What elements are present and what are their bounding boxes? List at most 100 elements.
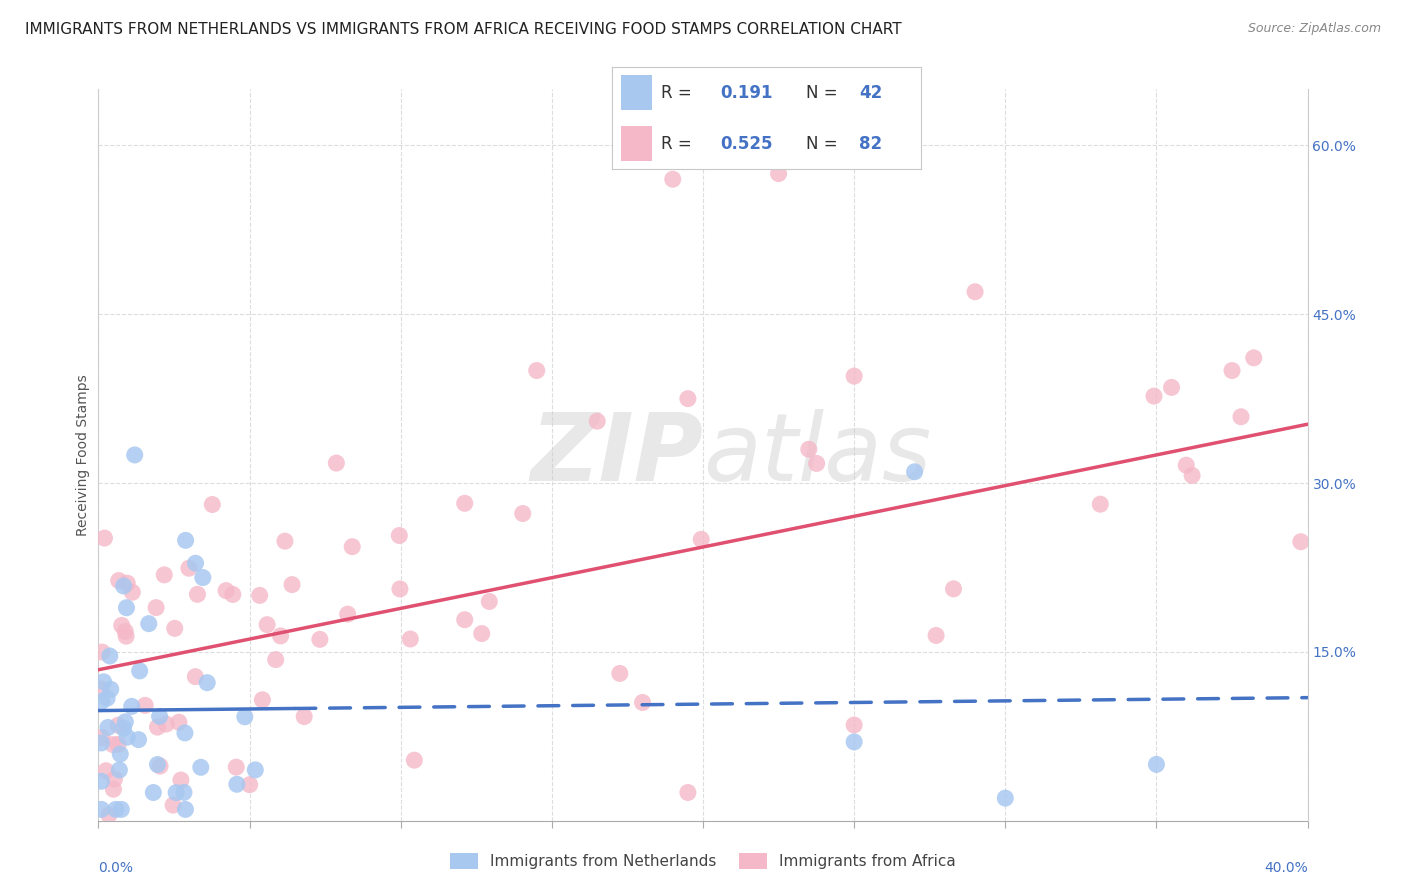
Point (124, 448, 146, 462)
Point (215, 583, 238, 598)
Point (90, 736, 112, 750)
Point (134, 698, 156, 713)
Point (388, 528, 411, 542)
Point (108, 763, 131, 777)
Point (142, 785, 165, 799)
Point (104, 802, 127, 816)
Point (609, 666, 631, 681)
Point (155, 717, 177, 731)
Point (249, 589, 271, 603)
FancyBboxPatch shape (621, 127, 652, 161)
Point (676, 785, 699, 799)
Point (165, 786, 187, 800)
Point (167, 715, 190, 730)
Point (797, 442, 820, 457)
Point (91, 731, 114, 745)
Point (173, 785, 195, 799)
Point (174, 802, 197, 816)
Point (454, 496, 477, 510)
Point (191, 570, 214, 584)
Point (1181, 468, 1204, 483)
Text: 40.0%: 40.0% (1264, 861, 1308, 875)
Point (264, 652, 287, 666)
Point (225, 760, 247, 774)
Point (1144, 757, 1167, 772)
Point (965, 285, 987, 299)
Point (233, 710, 256, 724)
Point (270, 629, 292, 643)
Point (478, 594, 501, 608)
Point (309, 632, 332, 647)
Point (1090, 497, 1112, 511)
Point (239, 778, 262, 792)
Point (146, 720, 169, 734)
Point (128, 732, 150, 747)
Point (201, 498, 224, 512)
Text: 0.525: 0.525 (720, 135, 772, 153)
Point (100, 682, 122, 697)
Text: Source: ZipAtlas.com: Source: ZipAtlas.com (1247, 22, 1381, 36)
Point (93, 674, 115, 689)
Point (844, 718, 866, 732)
Point (225, 777, 247, 791)
Legend: Immigrants from Netherlands, Immigrants from Africa: Immigrants from Netherlands, Immigrants … (444, 847, 962, 875)
Point (256, 617, 278, 632)
Point (195, 675, 218, 690)
Point (388, 582, 411, 596)
Point (1143, 389, 1166, 403)
Point (1230, 409, 1253, 424)
Point (942, 582, 965, 596)
Point (103, 782, 125, 797)
Point (399, 632, 422, 646)
Text: N =: N = (807, 135, 844, 153)
Point (97, 808, 120, 822)
Point (162, 798, 184, 813)
Point (1220, 363, 1243, 377)
Point (186, 587, 208, 601)
Point (184, 670, 207, 684)
Point (115, 600, 138, 615)
Point (97, 721, 120, 735)
Point (110, 802, 132, 816)
Text: 0.191: 0.191 (720, 84, 772, 102)
Point (90, 694, 112, 708)
Point (904, 465, 927, 479)
Point (128, 664, 150, 678)
Point (994, 791, 1017, 805)
Point (676, 392, 699, 406)
Text: IMMIGRANTS FROM NETHERLANDS VS IMMIGRANTS FROM AFRICA RECEIVING FOOD STAMPS CORR: IMMIGRANTS FROM NETHERLANDS VS IMMIGRANT… (25, 22, 901, 37)
Point (117, 730, 139, 744)
Point (93, 531, 115, 545)
Point (110, 747, 132, 761)
Point (90, 774, 112, 789)
Point (586, 414, 609, 428)
Point (101, 738, 124, 752)
Point (177, 561, 200, 575)
Text: 82: 82 (859, 135, 882, 153)
Y-axis label: Receiving Food Stamps: Receiving Food Stamps (76, 374, 90, 536)
Text: R =: R = (661, 84, 697, 102)
Point (190, 760, 212, 774)
Point (184, 556, 207, 570)
Point (153, 567, 176, 582)
Text: N =: N = (807, 84, 844, 102)
Point (1175, 458, 1198, 473)
Point (98, 648, 121, 663)
Point (149, 709, 172, 723)
Point (281, 577, 304, 591)
Point (471, 626, 494, 640)
Point (114, 714, 136, 729)
Point (274, 534, 297, 549)
Point (90, 802, 112, 816)
Point (107, 718, 129, 732)
Point (631, 696, 654, 710)
Point (222, 587, 245, 601)
Point (145, 600, 167, 615)
Point (174, 533, 197, 548)
Point (115, 629, 138, 643)
Point (342, 540, 364, 554)
Point (138, 616, 160, 631)
Point (925, 628, 948, 642)
Text: 0.0%: 0.0% (98, 861, 134, 875)
Point (336, 607, 359, 621)
